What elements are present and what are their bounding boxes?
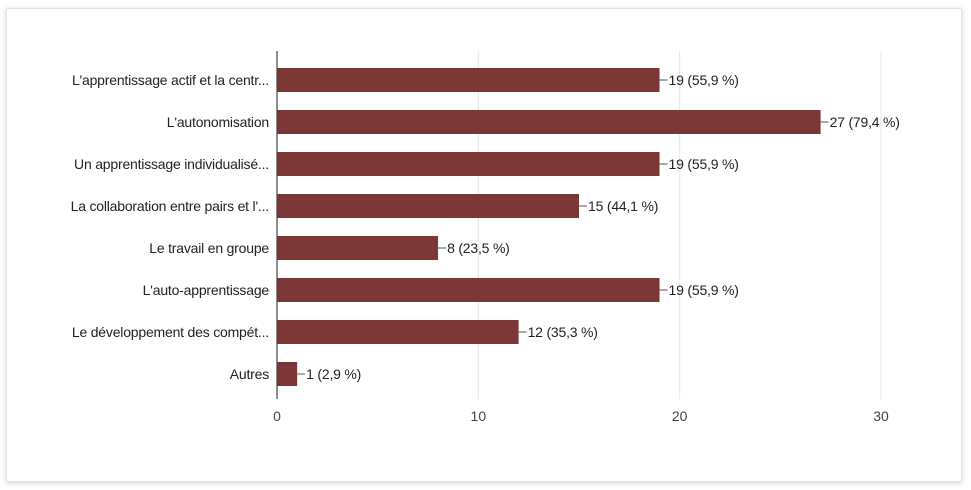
chart-card: L'apprentissage actif et la centr... 19 (…: [6, 8, 962, 482]
x-tick-label: 30: [873, 408, 889, 424]
category-label: La collaboration entre pairs et l'...: [71, 198, 269, 214]
data-label: 12 (35,3 %): [528, 324, 598, 340]
bar: [277, 362, 298, 386]
bar: [277, 278, 660, 302]
bar: [277, 152, 660, 176]
category-label: Le développement des compét...: [72, 324, 269, 340]
data-label: 27 (79,4 %): [830, 114, 900, 130]
x-tick-label: 20: [672, 408, 688, 424]
data-label: 19 (55,9 %): [669, 282, 739, 298]
data-label: 19 (55,9 %): [669, 156, 739, 172]
data-label: 8 (23,5 %): [447, 240, 510, 256]
x-tick-label: 0: [273, 408, 281, 424]
category-label: Un apprentissage individualisé...: [74, 156, 269, 172]
bar: [277, 68, 660, 92]
data-label: 1 (2,9 %): [306, 366, 361, 382]
data-label: 15 (44,1 %): [588, 198, 658, 214]
category-label: Le travail en groupe: [149, 240, 269, 256]
category-label: L'auto-apprentissage: [143, 282, 270, 298]
bar-chart: L'apprentissage actif et la centr... 19 (…: [71, 51, 900, 424]
category-label: L'apprentissage actif et la centr...: [72, 72, 269, 88]
bar: [277, 110, 821, 134]
data-label: 19 (55,9 %): [669, 72, 739, 88]
category-label: Autres: [230, 366, 269, 382]
bar: [277, 194, 579, 218]
category-label: L'autonomisation: [167, 114, 269, 130]
bar: [277, 320, 519, 344]
x-tick-label: 10: [471, 408, 487, 424]
bar: [277, 236, 439, 260]
